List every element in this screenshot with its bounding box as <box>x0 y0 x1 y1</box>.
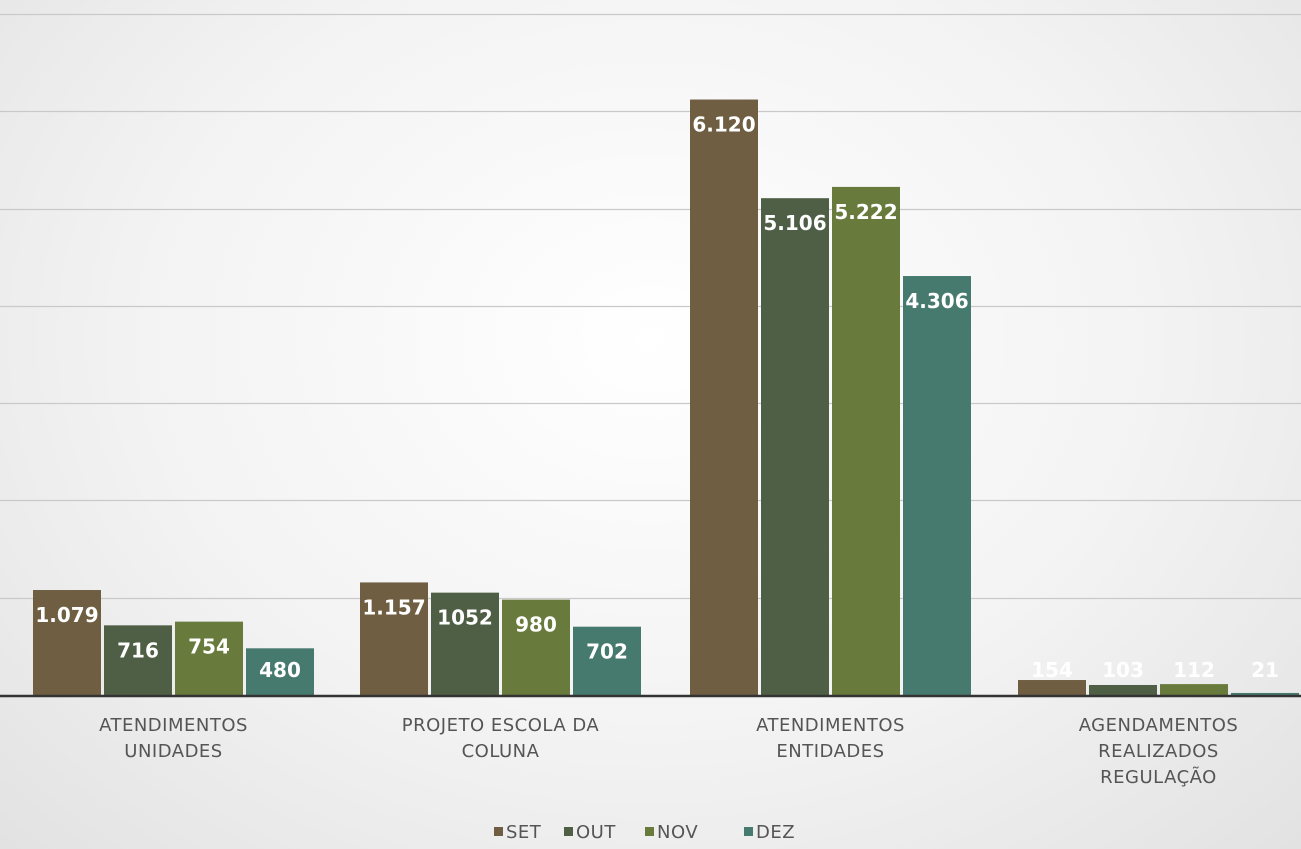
bar-out-3 <box>1089 684 1157 695</box>
data-label-set-0: 1.079 <box>35 603 98 627</box>
bar-set-0 <box>33 590 101 695</box>
bar-out-0 <box>104 625 172 695</box>
data-label-set-1: 1.157 <box>362 595 425 619</box>
bar-nov-2 <box>832 186 900 695</box>
bar-nov-3 <box>1160 684 1228 695</box>
category-label-3: REALIZADOS <box>1098 741 1219 762</box>
data-label-nov-1: 980 <box>515 613 557 637</box>
data-label-set-2: 6.120 <box>692 113 755 137</box>
bar-out-2 <box>761 198 829 695</box>
category-label-3: AGENDAMENTOS <box>1079 715 1239 736</box>
legend-label-dez: DEZ <box>756 822 795 843</box>
bars <box>33 99 1299 696</box>
category-label-2: ENTIDADES <box>776 741 884 762</box>
category-label-1: COLUNA <box>462 741 540 762</box>
bar-out-1 <box>431 592 499 695</box>
bar-dez-0 <box>246 648 314 695</box>
category-label-1: PROJETO ESCOLA DA <box>402 715 600 736</box>
data-label-dez-0: 480 <box>259 658 301 682</box>
legend-label-out: OUT <box>576 822 616 843</box>
data-label-dez-3: 21 <box>1251 658 1279 682</box>
data-label-out-1: 1052 <box>437 606 493 630</box>
data-label-nov-2: 5.222 <box>834 200 897 224</box>
bar-set-2 <box>690 99 758 696</box>
legend-swatch-dez <box>744 827 753 836</box>
data-label-dez-2: 4.306 <box>905 289 968 313</box>
category-label-3: REGULAÇÃO <box>1100 766 1217 788</box>
bar-set-1 <box>360 582 428 695</box>
data-label-nov-3: 112 <box>1173 658 1215 682</box>
legend-label-nov: NOV <box>657 822 698 843</box>
data-label-out-2: 5.106 <box>763 211 826 235</box>
bar-nov-1 <box>502 599 570 695</box>
legend-swatch-set <box>494 827 503 836</box>
data-label-dez-1: 702 <box>586 640 628 664</box>
category-label-0: UNIDADES <box>124 741 222 762</box>
category-labels: ATENDIMENTOS UNIDADES PROJETO ESCOLA DA COL… <box>99 715 1238 788</box>
data-label-out-0: 716 <box>117 638 159 662</box>
legend-label-set: SET <box>506 822 542 843</box>
bar-dez-1 <box>573 626 641 695</box>
bar-set-3 <box>1018 680 1086 695</box>
legend: SET OUT NOV DEZ <box>494 822 795 843</box>
bar-dez-3 <box>1231 692 1299 695</box>
category-label-2: ATENDIMENTOS <box>756 715 905 736</box>
category-label-0: ATENDIMENTOS <box>99 715 248 736</box>
data-label-out-3: 103 <box>1102 658 1144 682</box>
gridlines <box>0 13 1301 600</box>
bar-nov-0 <box>175 621 243 695</box>
data-label-set-3: 154 <box>1031 658 1073 682</box>
data-label-nov-0: 754 <box>188 635 230 659</box>
data-labels: 1.079 716 754 480 1.157 1052 980 702 6.120 5.106 5… <box>35 113 1279 682</box>
legend-swatch-nov <box>645 827 654 836</box>
legend-swatch-out <box>564 827 573 836</box>
bar-dez-2 <box>903 276 971 695</box>
